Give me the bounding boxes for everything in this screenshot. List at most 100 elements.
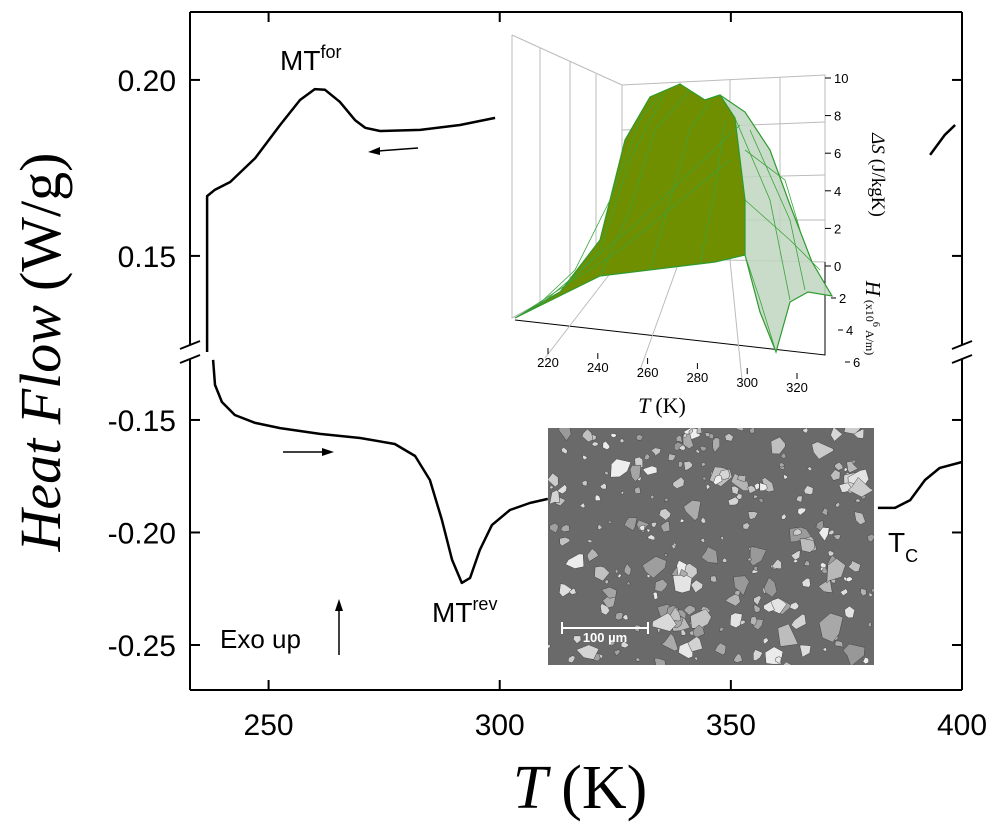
inset-x-tick-label: 220 [537,355,559,370]
arrows [283,147,419,655]
particle [658,508,671,521]
particle [771,558,782,570]
inset-z-tick-label: 6 [834,146,841,161]
particle [712,437,721,453]
inset-y-var: H [861,280,885,298]
annotation: TC [888,527,918,566]
annotation-text: MT [432,597,472,628]
particle [681,432,688,438]
particle [690,579,704,594]
x-axis-label: T (K) [513,754,648,822]
particle [607,520,612,524]
annotation-sub: C [905,546,918,566]
particle [733,575,750,596]
particle [834,461,844,471]
particle [718,627,725,632]
particle [747,511,759,520]
particle [862,656,869,665]
particle [758,498,764,504]
particle [671,544,676,550]
particle [747,557,753,562]
particle [622,614,629,621]
particle [853,511,866,526]
y-label-unit: (W/g) [8,153,73,292]
particle [581,428,594,443]
inset-x-tick-label: 320 [786,380,808,395]
particle [801,578,811,588]
particle [614,611,624,621]
particle [780,452,787,459]
inset-x-tick-label: 280 [687,370,709,385]
particle [763,637,769,645]
x-tick-label: 250 [244,709,294,742]
particle [700,537,706,544]
particle [788,601,800,611]
inset-z-unit: (J/kgK) [867,159,888,217]
particle [803,560,811,567]
particle [609,640,616,647]
particle [653,657,666,665]
particle [617,573,622,579]
annotation-sup: for [320,42,341,62]
particle [753,604,761,613]
particle [587,538,593,543]
particle [657,628,661,633]
y-tick-label: -0.15 [108,405,176,438]
particle [736,474,747,483]
particle [597,524,603,531]
particle [763,600,775,613]
particle [727,496,740,506]
particle [701,476,707,481]
particle [732,653,743,663]
particle [730,472,750,491]
particle [846,460,859,474]
particle [779,462,786,468]
x-tick-label: 350 [706,709,756,742]
annotation: MTfor [280,42,341,76]
inset-y-tick-label: 4 [846,323,853,338]
particle [821,566,828,574]
particle [867,621,872,627]
inset-x-tick-label: 240 [587,360,609,375]
inset-x-label: T (K) [638,393,686,418]
plot-frame: 250 300 350 400 0.15 0.20 -0.25 -0.20 -0.15 [108,11,987,742]
particle [781,513,787,520]
particle [619,438,625,444]
inset-y-post: A/m) [863,330,877,355]
particle [807,466,813,472]
surface-dark [514,83,746,319]
particle [799,538,816,553]
particle [635,657,641,662]
inset-z-label: ΔS (J/kgK) [867,132,888,217]
particle [763,576,778,598]
x-tick-label: 300 [475,709,525,742]
particle [604,579,609,585]
inset-z-var: ΔS [867,132,888,154]
particle [620,640,629,649]
particle [643,453,651,461]
particle [749,546,767,567]
inset-x-tick-label: 300 [736,375,758,390]
particle [735,493,743,500]
particle [599,482,607,490]
particle [832,534,842,541]
inset-z-tick-label: 2 [834,221,841,236]
particle [696,428,703,434]
particle [673,441,684,452]
y-tick-label: -0.25 [108,630,176,663]
scale-bar [561,622,649,634]
particle [587,548,599,562]
particle [613,649,621,657]
annotation-text: MT [280,45,320,76]
particle [695,449,700,454]
particle [548,644,551,649]
particle [724,593,741,607]
grid-line [639,258,681,371]
particle [820,562,827,569]
scale-bar-label: 100 µm [583,630,627,645]
particle [714,642,727,656]
particle [573,635,582,644]
particle [843,467,848,472]
annotation-sup: rev [472,594,497,614]
